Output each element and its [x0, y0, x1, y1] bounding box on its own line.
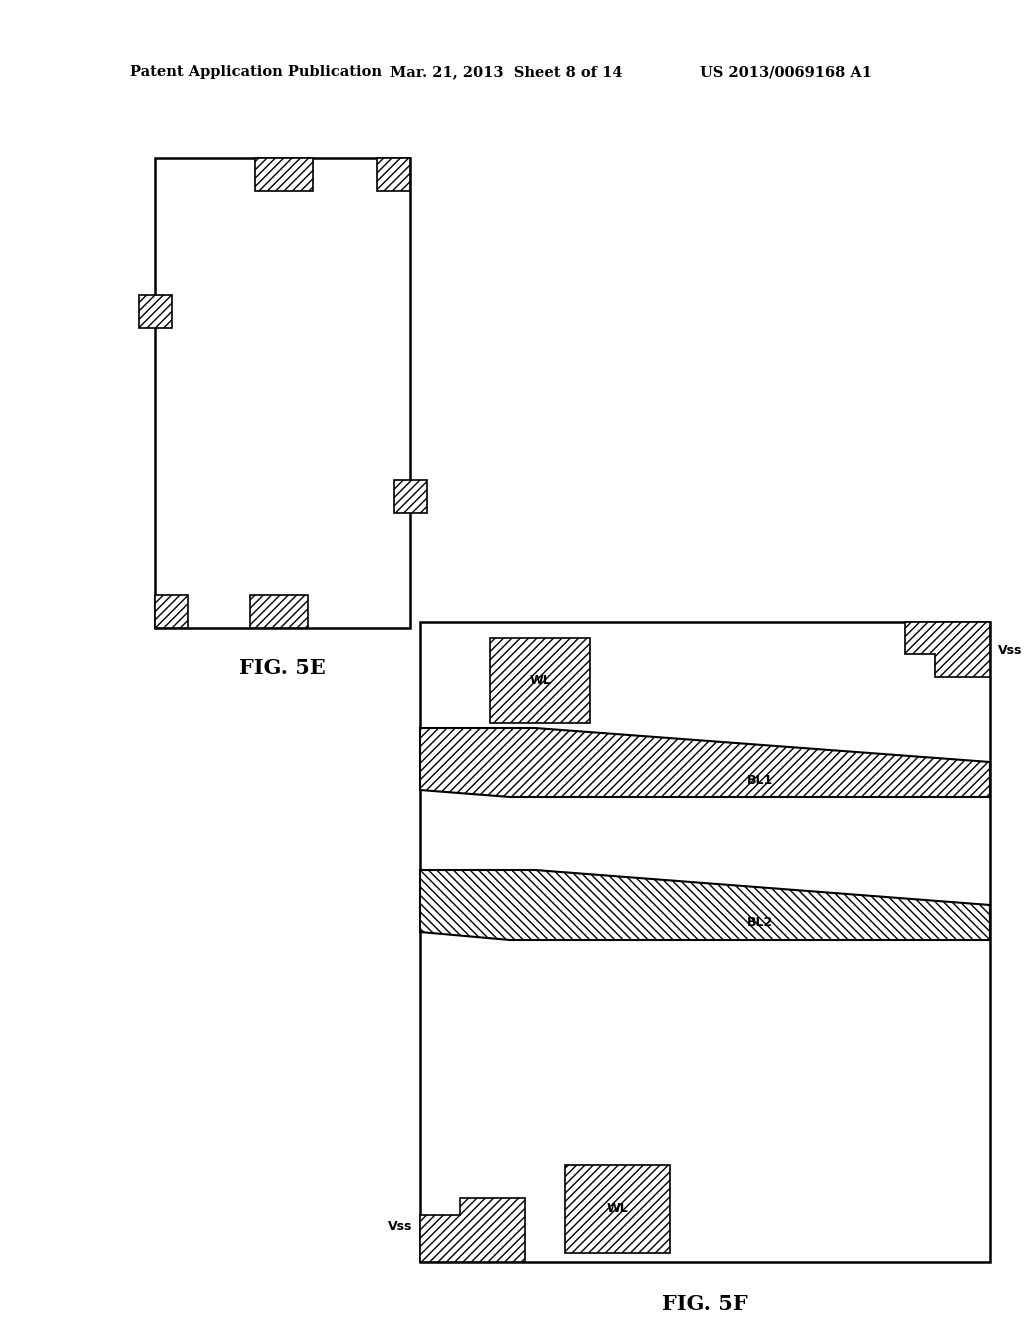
- Text: Mar. 21, 2013  Sheet 8 of 14: Mar. 21, 2013 Sheet 8 of 14: [390, 65, 623, 79]
- Text: FIG. 5F: FIG. 5F: [663, 1294, 748, 1313]
- Text: FIG. 5E: FIG. 5E: [240, 657, 326, 678]
- Text: WL: WL: [529, 675, 551, 686]
- Polygon shape: [905, 622, 990, 677]
- Bar: [565, 1166, 670, 1253]
- Text: BL1: BL1: [746, 774, 773, 787]
- Polygon shape: [420, 870, 990, 940]
- Bar: [250, 595, 308, 628]
- Polygon shape: [420, 729, 990, 797]
- Polygon shape: [420, 1199, 525, 1262]
- Bar: [420, 622, 990, 1262]
- Bar: [155, 595, 188, 628]
- Bar: [155, 158, 410, 628]
- Bar: [394, 480, 427, 513]
- Text: Vss: Vss: [388, 1221, 412, 1233]
- Bar: [139, 294, 172, 327]
- Text: Vss: Vss: [998, 644, 1022, 656]
- Text: US 2013/0069168 A1: US 2013/0069168 A1: [700, 65, 872, 79]
- Bar: [255, 158, 313, 191]
- Bar: [377, 158, 410, 191]
- Text: Patent Application Publication: Patent Application Publication: [130, 65, 382, 79]
- Text: WL: WL: [606, 1203, 629, 1216]
- Text: BL2: BL2: [746, 916, 773, 929]
- Bar: [490, 638, 590, 723]
